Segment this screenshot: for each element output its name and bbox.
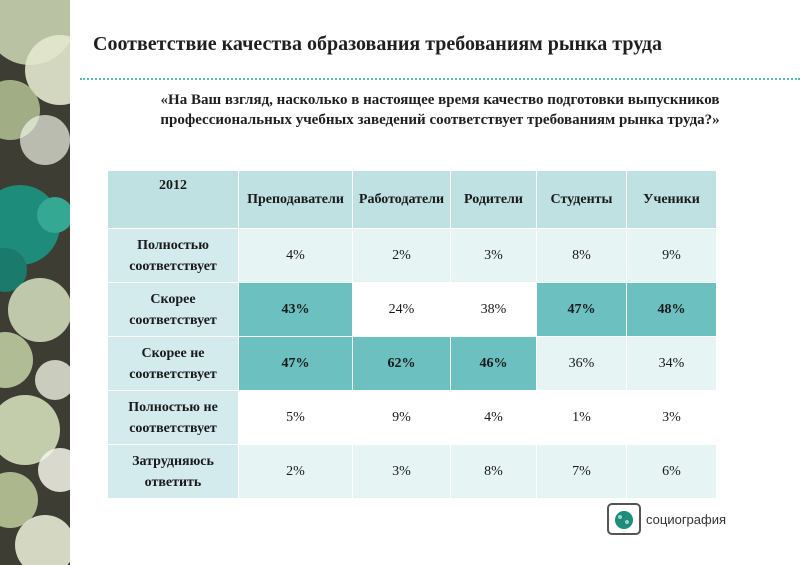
table-cell: 47% [238, 336, 353, 391]
table-cell: 9% [352, 390, 451, 445]
table-cell: 24% [352, 282, 451, 337]
header-year: 2012 [107, 170, 239, 229]
row-label: Полностью соответствует [107, 228, 239, 283]
header-pupils: Ученики [626, 170, 717, 229]
table-cell: 9% [626, 228, 717, 283]
table-row: Полностью не соответствует 5% 9% 4% 1% 3% [107, 390, 717, 445]
table-body: Полностью соответствует 4% 2% 3% 8% 9% Скорее … [107, 228, 717, 499]
table-row: Скорее соответствует 43% 24% 38% 47% 48% [107, 282, 717, 337]
row-label: Затрудняюсь ответить [107, 444, 239, 499]
title-divider [80, 78, 800, 80]
table-cell: 34% [626, 336, 717, 391]
question-line-1: «На Ваш взгляд, насколько в настоящее вр… [160, 92, 720, 108]
table-cell: 48% [626, 282, 717, 337]
row-label: Полностью не соответствует [107, 390, 239, 445]
table-row: Скорее не соответствует 47% 62% 46% 36% 34% [107, 336, 717, 391]
header-students: Студенты [536, 170, 627, 229]
table-cell: 2% [238, 444, 353, 499]
table-cell: 4% [238, 228, 353, 283]
decorative-circles [0, 0, 70, 565]
row-label: Скорее соответствует [107, 282, 239, 337]
question-line-2: профессиональных учебных заведений соотв… [160, 112, 720, 128]
table-cell: 5% [238, 390, 353, 445]
table-cell: 62% [352, 336, 451, 391]
table-cell: 47% [536, 282, 627, 337]
header-parents: Родители [450, 170, 537, 229]
row-label: Скорее не соответствует [107, 336, 239, 391]
table-cell: 7% [536, 444, 627, 499]
table-row: Полностью соответствует 4% 2% 3% 8% 9% [107, 228, 717, 283]
survey-results-table: 2012 Преподаватели Работодатели Родители… [107, 170, 717, 499]
table-cell: 1% [536, 390, 627, 445]
decorative-side-panel [0, 0, 70, 565]
table-row: Затрудняюсь ответить 2% 3% 8% 7% 6% [107, 444, 717, 499]
table-cell: 4% [450, 390, 537, 445]
table-cell: 8% [536, 228, 627, 283]
table-cell: 6% [626, 444, 717, 499]
table-cell: 3% [352, 444, 451, 499]
table-cell: 38% [450, 282, 537, 337]
table-cell: 36% [536, 336, 627, 391]
table-cell: 8% [450, 444, 537, 499]
slide-title: Соответствие качества образования требов… [93, 33, 663, 55]
survey-question: «На Ваш взгляд, насколько в настоящее вр… [110, 90, 770, 130]
logo-icon [607, 503, 641, 535]
footer-logo: социография [606, 502, 766, 538]
table-cell: 2% [352, 228, 451, 283]
table-cell: 46% [450, 336, 537, 391]
table-header-row: 2012 Преподаватели Работодатели Родители… [107, 170, 717, 229]
header-employers: Работодатели [352, 170, 451, 229]
table-cell: 43% [238, 282, 353, 337]
table-cell: 3% [626, 390, 717, 445]
table-cell: 3% [450, 228, 537, 283]
logo-text: социография [646, 512, 727, 527]
header-teachers: Преподаватели [238, 170, 353, 229]
